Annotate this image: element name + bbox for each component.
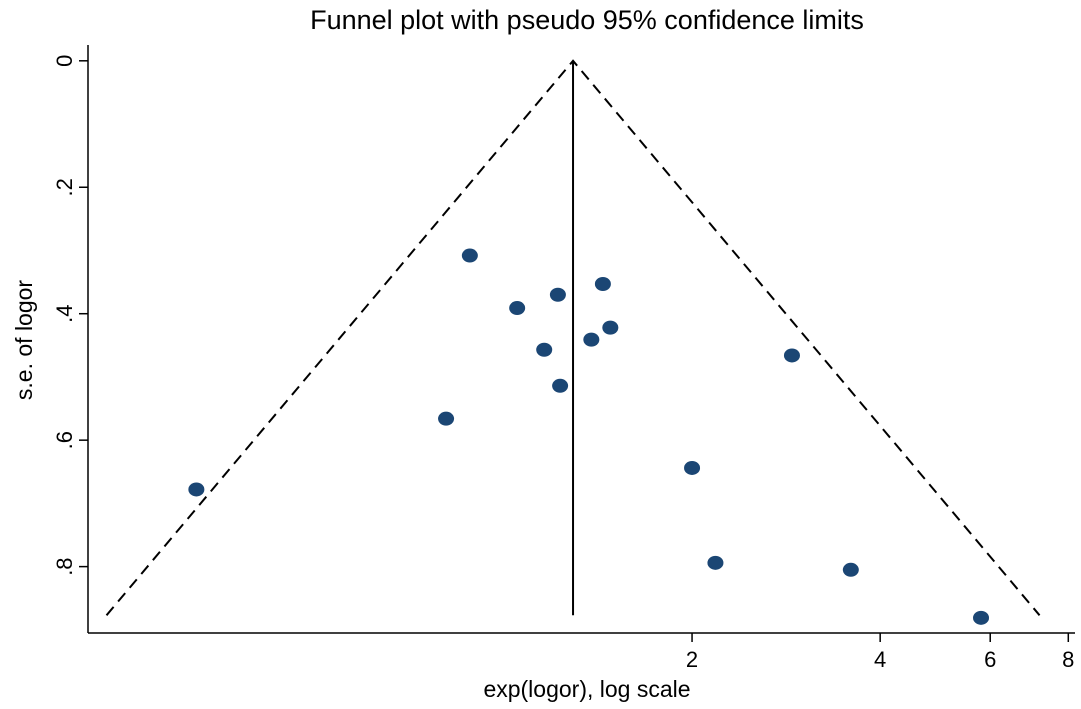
study-point: [583, 332, 600, 347]
study-point: [188, 482, 205, 497]
x-axis-label: exp(logor), log scale: [483, 676, 690, 702]
study-point: [594, 276, 611, 291]
study-point: [707, 555, 724, 570]
chart-title: Funnel plot with pseudo 95% confidence l…: [310, 5, 864, 35]
y-tick-label: 0: [52, 55, 77, 67]
study-point: [461, 248, 478, 263]
x-tick-label: 8: [1062, 647, 1074, 672]
funnel-limits: [105, 59, 1041, 616]
x-tick-label: 6: [984, 647, 996, 672]
y-tick-label: .2: [52, 178, 77, 196]
study-point: [536, 342, 553, 357]
x-tick-label: 4: [874, 647, 886, 672]
study-point: [438, 411, 455, 426]
study-point: [973, 610, 990, 625]
study-point: [549, 287, 566, 302]
study-point: [602, 320, 619, 335]
y-tick-label: .8: [52, 557, 77, 575]
y-axis-label: s.e. of logor: [11, 280, 37, 401]
study-point: [552, 378, 569, 393]
study-point: [842, 562, 859, 577]
study-point: [684, 460, 701, 475]
x-tick-label: 2: [686, 647, 698, 672]
y-tick-label: .4: [52, 305, 77, 323]
study-point: [509, 301, 526, 316]
study-point: [783, 348, 800, 363]
y-tick-label: .6: [52, 431, 77, 449]
